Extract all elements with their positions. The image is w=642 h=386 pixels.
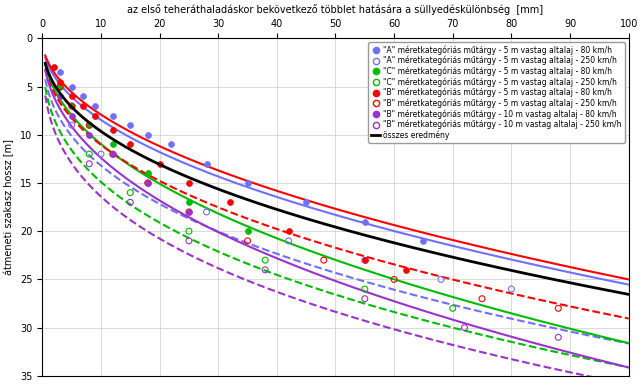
Point [360,296,370,302]
Point [67,112,77,119]
Point [84,132,94,138]
Point [84,122,94,128]
Point [243,238,253,244]
Point [67,103,77,109]
Point [67,93,77,99]
Point [67,83,77,90]
Legend: "A" méretkategóriás műtárgy - 5 m vastag altalaj - 80 km/h, "A" méretkategóriás : "A" méretkategóriás műtárgy - 5 m vastag… [368,42,625,143]
Point [243,180,253,186]
Y-axis label: átmeneti szakasz hossz [m]: átmeneti szakasz hossz [m] [4,139,15,275]
Point [360,218,370,225]
Point [125,122,135,128]
Point [202,209,212,215]
Point [67,103,77,109]
Point [184,209,194,215]
Point [55,93,65,99]
Point [108,112,118,119]
Point [143,180,153,186]
Point [90,103,100,109]
Point [90,112,100,119]
Point [108,141,118,147]
Point [260,267,270,273]
Point [507,286,517,292]
Point [155,161,165,167]
Point [78,93,89,99]
Point [447,305,458,312]
Point [318,257,329,263]
Point [84,151,94,157]
Point [477,296,487,302]
Point [49,64,59,70]
Point [184,180,194,186]
Point [360,257,370,263]
Point [184,238,194,244]
Point [125,190,135,196]
Point [143,180,153,186]
Point [360,286,370,292]
Point [389,276,399,283]
Point [243,228,253,234]
Point [96,151,106,157]
Point [184,228,194,234]
Point [436,276,446,283]
Point [166,141,177,147]
Point [84,122,94,128]
Point [143,132,153,138]
Point [108,127,118,133]
Point [401,267,411,273]
Point [108,151,118,157]
Point [184,209,194,215]
Point [125,141,135,147]
Point [55,83,65,90]
Point [55,79,65,85]
Title: az első teheráthaladáskor bekövetkező többlet hatására a süllyedéskülönbség  [mm: az első teheráthaladáskor bekövetkező tö… [127,4,544,15]
Point [360,257,370,263]
Point [553,334,564,340]
Point [284,238,294,244]
Point [184,199,194,205]
Point [67,122,77,128]
Point [459,325,469,331]
Point [108,151,118,157]
Point [55,69,65,75]
Point [55,83,65,90]
Point [84,161,94,167]
Point [143,170,153,176]
Point [419,238,429,244]
Point [260,257,270,263]
Point [225,199,235,205]
Point [553,305,564,312]
Point [284,228,294,234]
Point [78,103,89,109]
Point [143,180,153,186]
Point [202,161,212,167]
Point [301,199,311,205]
Point [125,199,135,205]
